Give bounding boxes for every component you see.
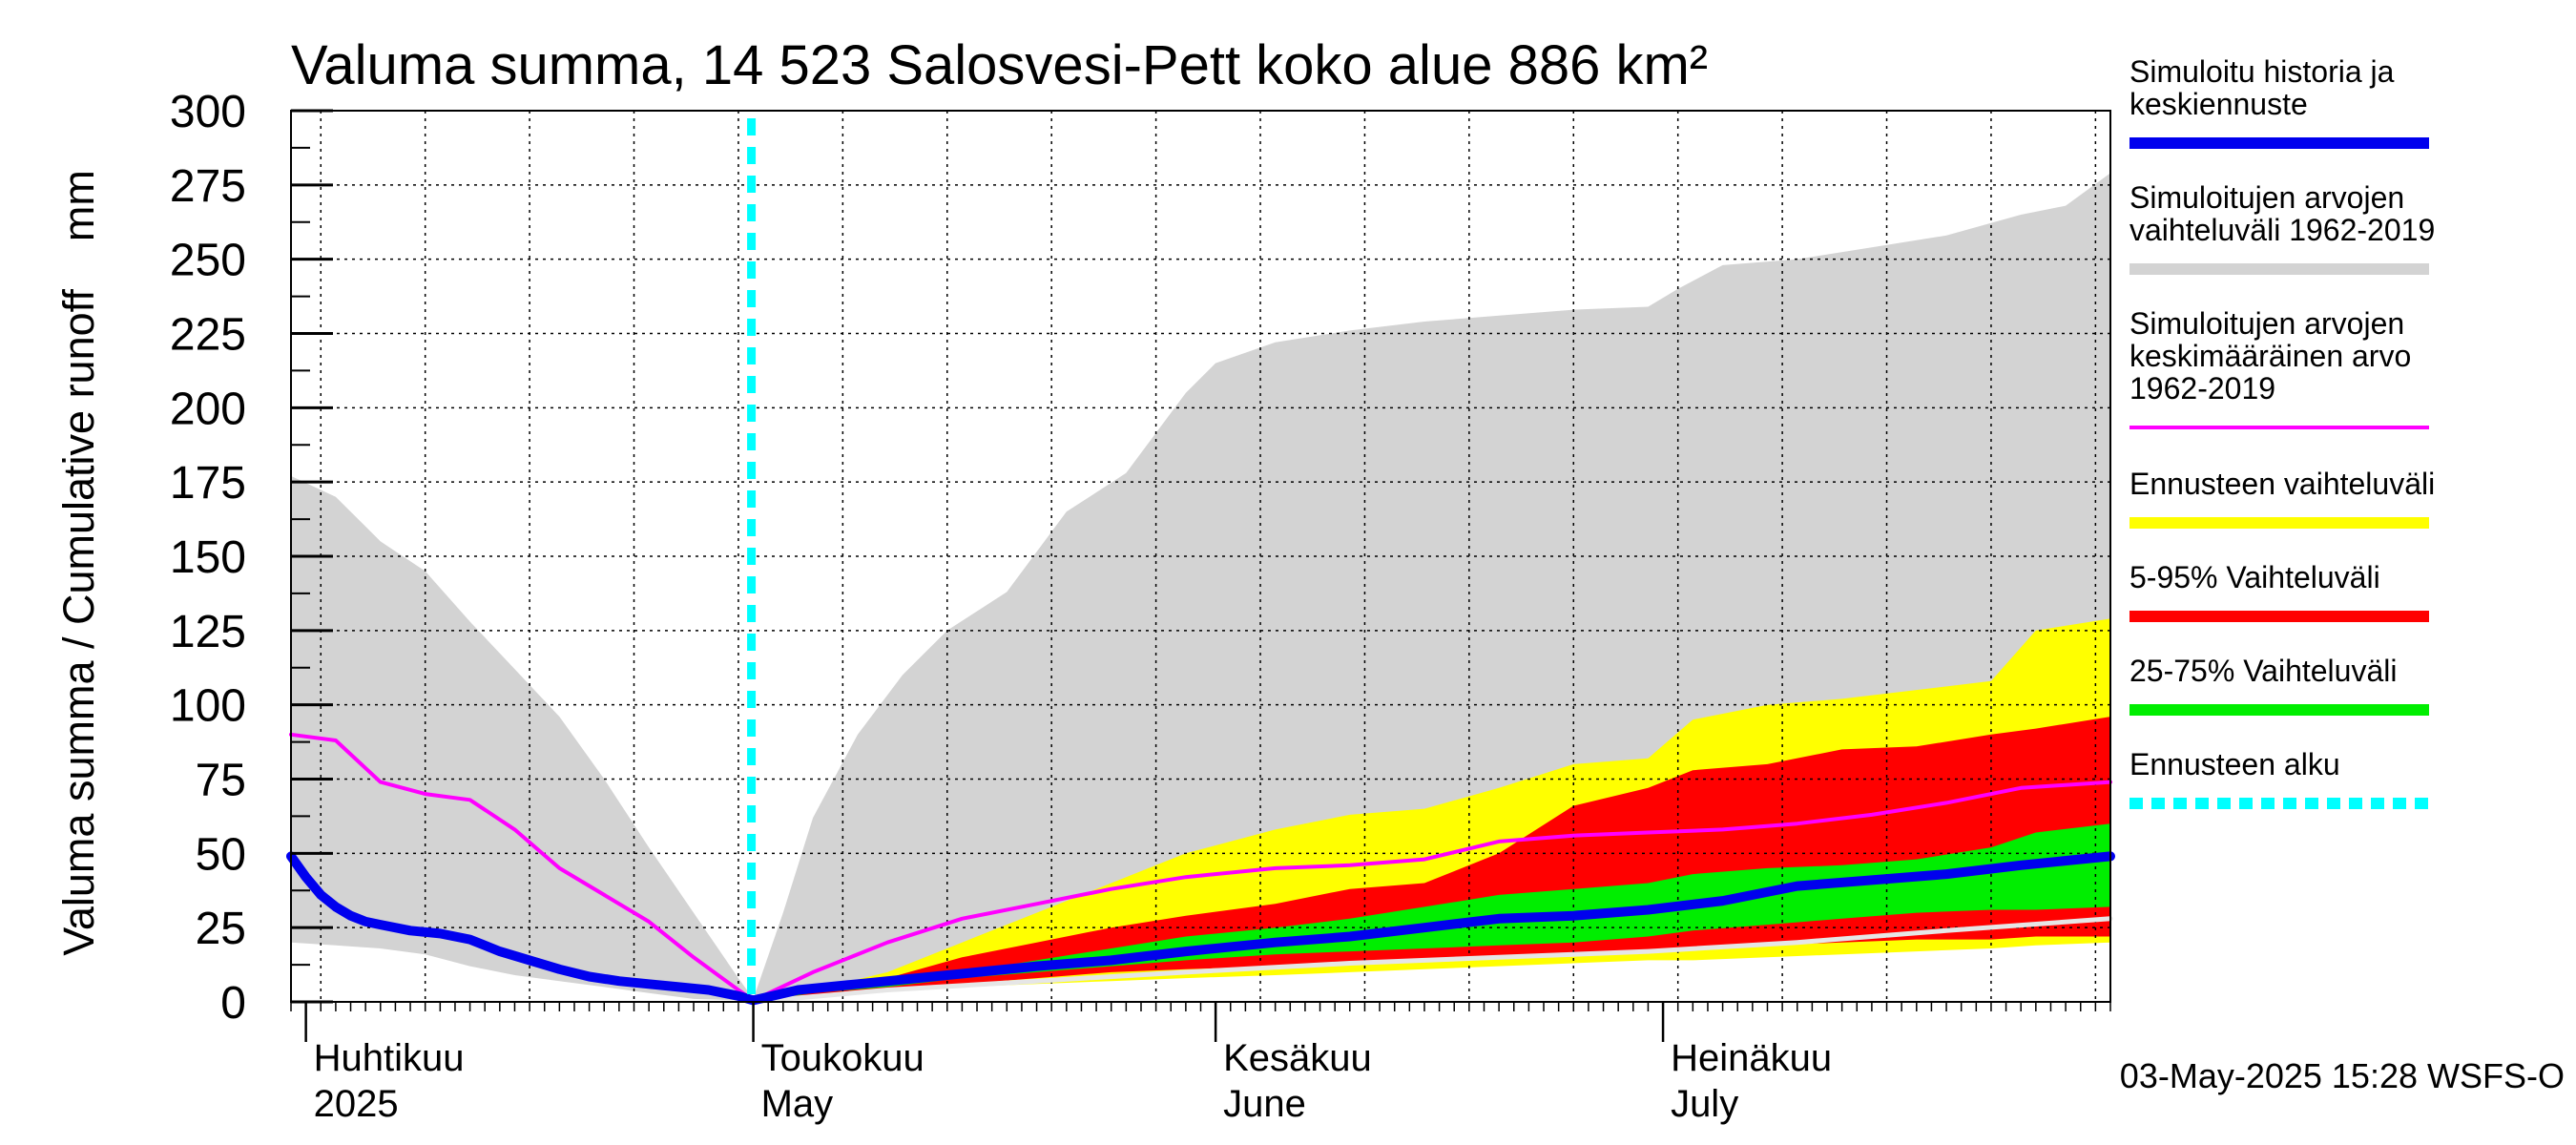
y-tick-label: 25 bbox=[196, 904, 246, 954]
x-month-label-fi: Kesäkuu bbox=[1223, 1037, 1372, 1079]
legend-label: 1962-2019 bbox=[2129, 371, 2275, 406]
x-month-label-en: June bbox=[1223, 1083, 1306, 1125]
y-tick-label: 175 bbox=[170, 458, 246, 509]
y-tick-label: 250 bbox=[170, 236, 246, 286]
x-month-label-en: July bbox=[1671, 1083, 1738, 1125]
x-month-label-en: 2025 bbox=[314, 1083, 399, 1125]
y-axis-label: Valuma summa / Cumulative runoff mm bbox=[54, 170, 103, 956]
y-tick-label: 75 bbox=[196, 756, 246, 806]
y-tick-label: 125 bbox=[170, 607, 246, 657]
legend-label: 5-95% Vaihteluväli bbox=[2129, 560, 2380, 594]
y-tick-label: 0 bbox=[220, 978, 246, 1029]
chart-title: Valuma summa, 14 523 Salosvesi-Pett koko… bbox=[291, 34, 1708, 96]
line-ennusteen-alaraja-harmaa-viiva bbox=[751, 916, 2113, 1005]
legend-label: Ennusteen vaihteluväli bbox=[2129, 467, 2435, 501]
legend-label: Simuloitu historia ja bbox=[2129, 54, 2395, 89]
line-simuloitujen-arvojen-keskimaarainen-arvo-1962-2019 bbox=[289, 732, 2112, 1003]
legend-label: Simuloitujen arvojen bbox=[2129, 180, 2404, 215]
band-5-95-vaihteluvali bbox=[753, 717, 2110, 1002]
series-lines bbox=[286, 732, 2115, 1006]
legend-label: vaihteluväli 1962-2019 bbox=[2129, 213, 2435, 247]
y-tick-label: 225 bbox=[170, 310, 246, 361]
legend-label: 25-75% Vaihteluväli bbox=[2129, 654, 2397, 688]
y-tick-label: 100 bbox=[170, 681, 246, 732]
legend-label: keskimääräinen arvo bbox=[2129, 339, 2411, 373]
y-tick-label: 200 bbox=[170, 384, 246, 434]
x-month-label-fi: Huhtikuu bbox=[314, 1037, 465, 1079]
timestamp: 03-May-2025 15:28 WSFS-O bbox=[2120, 1056, 2565, 1095]
y-tick-label: 50 bbox=[196, 829, 246, 880]
legend-label: keskiennuste bbox=[2129, 87, 2308, 121]
y-tick-label: 300 bbox=[170, 87, 246, 137]
x-month-label-fi: Heinäkuu bbox=[1671, 1037, 1832, 1079]
line-simuloitu-historia-ja-keskiennuste bbox=[286, 851, 2115, 1006]
y-tick-label: 150 bbox=[170, 532, 246, 583]
y-axis: 0 25 50 75 100 125 150 175 200 225 250 275 300 bbox=[170, 87, 333, 1029]
x-month-label-fi: Toukokuu bbox=[761, 1037, 924, 1079]
legend-label: Simuloitujen arvojen bbox=[2129, 306, 2404, 341]
forecast-bands bbox=[291, 173, 2110, 1002]
grid-lines bbox=[291, 111, 2110, 1002]
x-month-label-en: May bbox=[761, 1083, 834, 1125]
legend-label: Ennusteen alku bbox=[2129, 747, 2340, 781]
y-tick-label: 275 bbox=[170, 161, 246, 212]
